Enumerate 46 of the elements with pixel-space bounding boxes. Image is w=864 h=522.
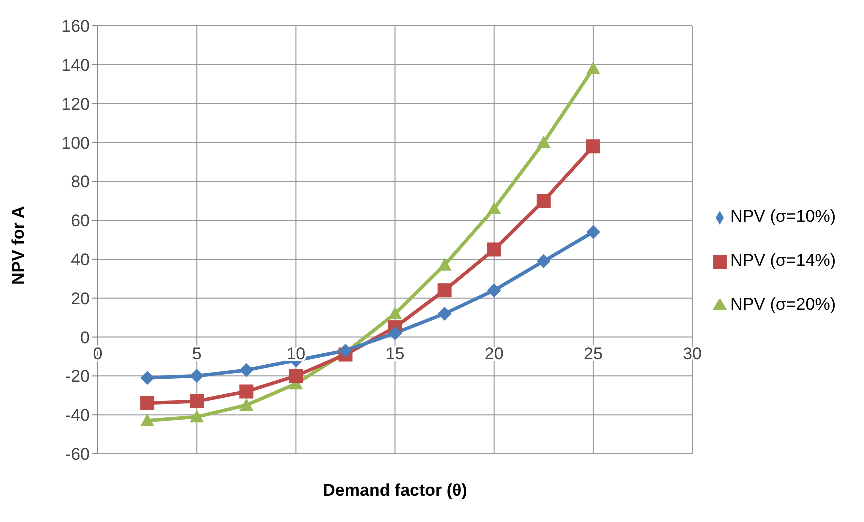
x-axis-title: Demand factor (θ) <box>323 481 468 500</box>
point <box>536 254 551 268</box>
y-tick-label: 80 <box>71 172 90 192</box>
y-axis-title: NPV for A <box>9 206 28 285</box>
y-tick-label: 120 <box>62 94 90 114</box>
point <box>438 258 452 271</box>
point <box>190 394 204 408</box>
x-tick-label: 30 <box>683 344 702 364</box>
x-tick-label: 15 <box>386 344 405 364</box>
y-tick-label: 160 <box>62 17 90 36</box>
point <box>438 306 452 321</box>
x-tick-label: 25 <box>584 344 603 364</box>
y-tick-label: 60 <box>71 212 90 231</box>
y-tick-label: 40 <box>71 250 90 270</box>
point <box>586 225 600 240</box>
point <box>586 62 600 74</box>
point <box>388 306 402 320</box>
point <box>190 410 204 423</box>
point <box>586 140 600 154</box>
legend-label: NPV (σ=20%) <box>730 295 836 314</box>
y-tick-label: -20 <box>65 367 90 386</box>
point <box>487 202 502 214</box>
point <box>487 242 502 257</box>
point <box>487 284 502 298</box>
point <box>140 396 155 410</box>
point <box>388 326 402 340</box>
point <box>438 284 452 298</box>
x-tick-label: 5 <box>192 344 202 364</box>
point <box>240 398 254 411</box>
point <box>536 136 551 148</box>
y-tick-label: 20 <box>71 289 90 308</box>
point <box>240 384 254 399</box>
y-tick-label: 100 <box>62 134 90 153</box>
legend-label: NPV (σ=10%) <box>730 207 836 226</box>
point <box>140 371 155 386</box>
point <box>536 194 551 208</box>
x-tick-label: 20 <box>484 344 504 364</box>
y-tick-label: 140 <box>62 56 90 75</box>
y-tick-label: 0 <box>80 328 90 348</box>
point <box>289 369 304 384</box>
y-tick-label: -40 <box>65 406 90 426</box>
legend-label: NPV (σ=14%) <box>730 251 836 270</box>
point <box>190 369 204 384</box>
y-tick-label: -60 <box>65 445 90 464</box>
point <box>140 414 155 427</box>
point <box>240 363 254 378</box>
